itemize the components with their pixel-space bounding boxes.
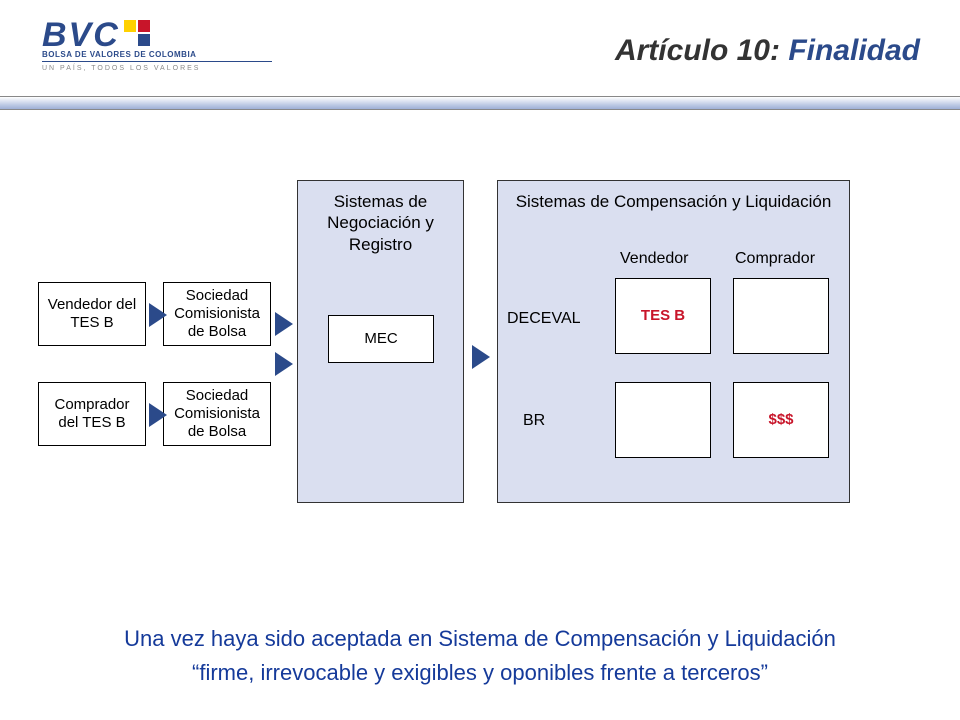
box-mec-label: MEC xyxy=(364,330,397,348)
row-label-br: BR xyxy=(523,412,545,430)
row-label-deceval: DECEVAL xyxy=(507,310,581,328)
box-vendedor-tesb-label: Vendedor del TES B xyxy=(43,296,141,332)
arrow-icon xyxy=(149,403,167,427)
header-band xyxy=(0,96,960,110)
cell-tesb-label: TES B xyxy=(641,307,685,325)
logo-letters: BVC xyxy=(42,18,120,52)
caption-line-1: Una vez haya sido aceptada en Sistema de… xyxy=(0,622,960,656)
cell-deceval-comprador xyxy=(733,278,829,354)
box-scb-bottom-label: Sociedad Comisionista de Bolsa xyxy=(168,387,266,441)
header: BVC BOLSA DE VALORES DE COLOMBIA UN PAÍS… xyxy=(0,0,960,110)
arrow-icon xyxy=(275,352,293,376)
col-header-vendedor: Vendedor xyxy=(620,250,689,268)
arrow-icon xyxy=(149,303,167,327)
logo-square-3 xyxy=(124,34,136,46)
logo-rule xyxy=(42,61,272,62)
title-prefix: Artículo 10: xyxy=(615,34,788,67)
box-comprador-tesb-label: Comprador del TES B xyxy=(43,396,141,432)
cell-deceval-vendedor: TES B xyxy=(615,278,711,354)
box-scb-bottom: Sociedad Comisionista de Bolsa xyxy=(163,382,271,446)
cell-money-label: $$$ xyxy=(768,411,793,429)
logo-square-1 xyxy=(124,20,136,32)
box-comprador-tesb: Comprador del TES B xyxy=(38,382,146,446)
diagram-canvas: Vendedor del TES B Sociedad Comisionista… xyxy=(0,120,960,600)
logo-square-2 xyxy=(138,20,150,32)
box-scb-top-label: Sociedad Comisionista de Bolsa xyxy=(168,287,266,341)
logo-subtitle-2: UN PAÍS, TODOS LOS VALORES xyxy=(42,65,272,72)
title-accent: Finalidad xyxy=(788,34,920,67)
caption: Una vez haya sido aceptada en Sistema de… xyxy=(0,622,960,690)
box-vendedor-tesb: Vendedor del TES B xyxy=(38,282,146,346)
box-mec: MEC xyxy=(328,315,434,363)
col-header-comprador: Comprador xyxy=(735,250,815,268)
arrow-icon xyxy=(275,312,293,336)
arrow-icon xyxy=(472,345,490,369)
panel-negociacion-title: Sistemas de Negociación y Registro xyxy=(298,181,463,255)
logo-squares xyxy=(124,20,150,46)
logo-square-4 xyxy=(138,34,150,46)
logo: BVC BOLSA DE VALORES DE COLOMBIA UN PAÍS… xyxy=(42,18,272,72)
cell-br-comprador: $$$ xyxy=(733,382,829,458)
cell-br-vendedor xyxy=(615,382,711,458)
panel-compensacion-title: Sistemas de Compensación y Liquidación xyxy=(498,181,849,212)
logo-subtitle-1: BOLSA DE VALORES DE COLOMBIA xyxy=(42,50,272,59)
box-scb-top: Sociedad Comisionista de Bolsa xyxy=(163,282,271,346)
page-title: Artículo 10: Finalidad xyxy=(615,34,920,68)
caption-line-2: “firme, irrevocable y exigibles y oponib… xyxy=(0,656,960,690)
